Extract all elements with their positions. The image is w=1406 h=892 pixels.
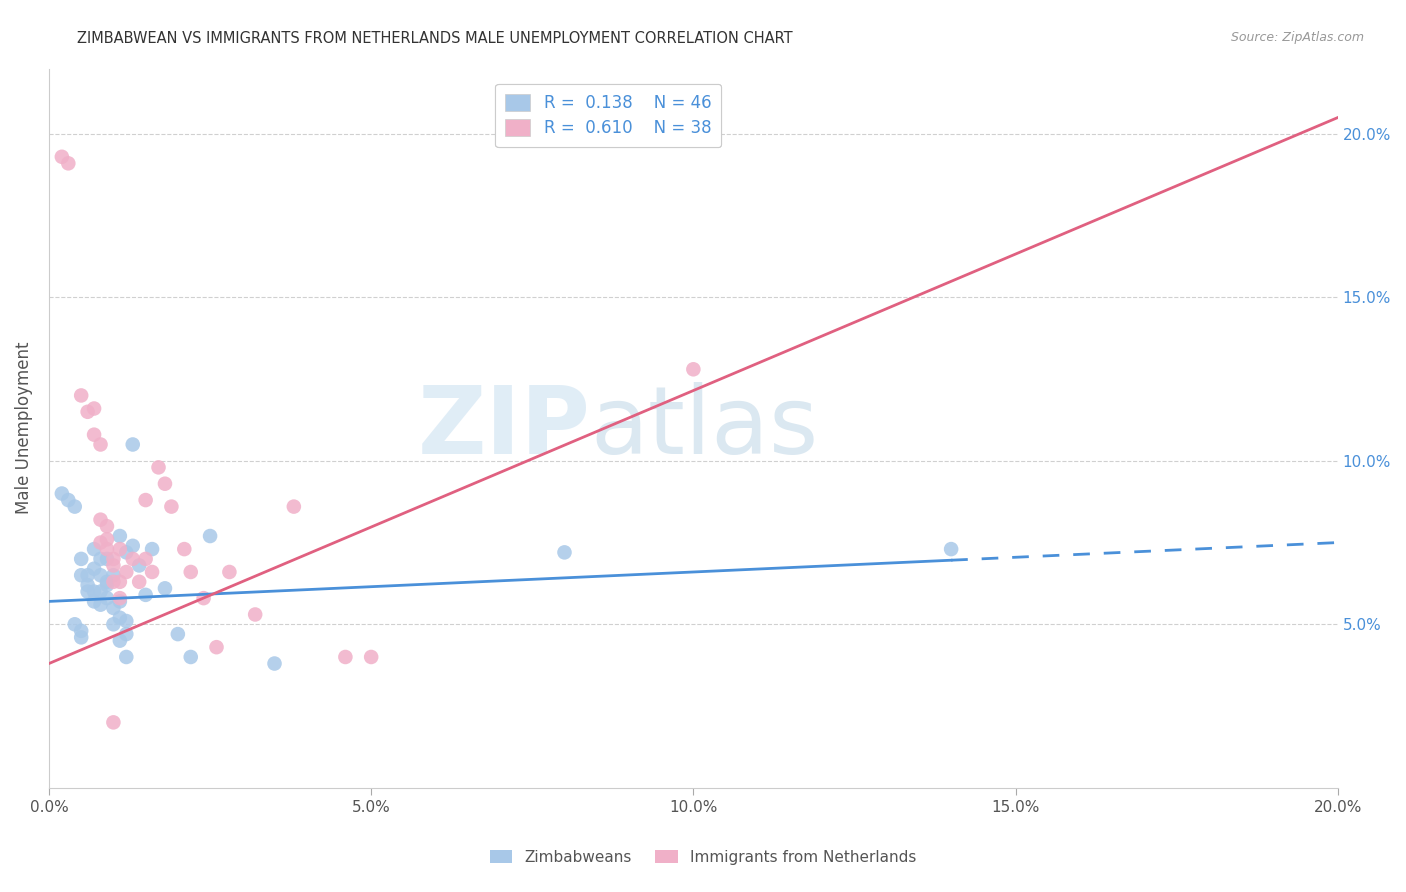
Point xyxy=(198,529,221,543)
Point xyxy=(96,542,118,557)
Point xyxy=(108,574,131,589)
Point xyxy=(135,552,157,566)
Point xyxy=(70,568,93,582)
Point xyxy=(263,657,285,671)
Point xyxy=(96,591,118,606)
Point xyxy=(115,565,138,579)
Point xyxy=(76,578,98,592)
Point xyxy=(115,614,138,628)
Text: ZIMBABWEAN VS IMMIGRANTS FROM NETHERLANDS MALE UNEMPLOYMENT CORRELATION CHART: ZIMBABWEAN VS IMMIGRANTS FROM NETHERLAND… xyxy=(77,31,793,46)
Point xyxy=(96,574,118,589)
Point xyxy=(939,542,962,557)
Point xyxy=(128,574,150,589)
Point xyxy=(180,650,202,665)
Point xyxy=(96,533,118,547)
Point xyxy=(360,650,382,665)
Point xyxy=(193,591,215,606)
Point xyxy=(335,650,357,665)
Point xyxy=(108,542,131,557)
Point xyxy=(76,584,98,599)
Point xyxy=(108,529,131,543)
Point xyxy=(153,582,176,596)
Point xyxy=(121,552,143,566)
Point xyxy=(89,437,111,451)
Point xyxy=(135,493,157,508)
Point xyxy=(51,150,73,164)
Point xyxy=(83,584,105,599)
Point xyxy=(76,405,98,419)
Point xyxy=(96,519,118,533)
Legend: Zimbabweans, Immigrants from Netherlands: Zimbabweans, Immigrants from Netherlands xyxy=(484,844,922,871)
Text: ZIP: ZIP xyxy=(418,382,591,475)
Point xyxy=(103,552,125,566)
Y-axis label: Male Unemployment: Male Unemployment xyxy=(15,342,32,515)
Point xyxy=(103,568,125,582)
Point xyxy=(166,627,188,641)
Point xyxy=(83,401,105,416)
Point xyxy=(553,545,575,559)
Text: atlas: atlas xyxy=(591,382,818,475)
Point xyxy=(89,552,111,566)
Point xyxy=(128,558,150,573)
Point xyxy=(108,591,131,606)
Point xyxy=(121,437,143,451)
Point xyxy=(70,624,93,638)
Point xyxy=(51,486,73,500)
Point xyxy=(96,552,118,566)
Point xyxy=(141,542,163,557)
Point xyxy=(63,617,86,632)
Point xyxy=(76,568,98,582)
Point xyxy=(103,601,125,615)
Point xyxy=(148,460,170,475)
Point xyxy=(121,539,143,553)
Point xyxy=(153,476,176,491)
Point xyxy=(89,513,111,527)
Point xyxy=(243,607,266,622)
Point xyxy=(70,388,93,402)
Point xyxy=(89,598,111,612)
Point xyxy=(283,500,305,514)
Point xyxy=(218,565,240,579)
Point xyxy=(108,611,131,625)
Point xyxy=(83,594,105,608)
Point xyxy=(58,156,80,170)
Point xyxy=(115,650,138,665)
Point xyxy=(103,558,125,573)
Point xyxy=(89,535,111,549)
Point xyxy=(682,362,704,376)
Point xyxy=(141,565,163,579)
Point xyxy=(83,427,105,442)
Text: Source: ZipAtlas.com: Source: ZipAtlas.com xyxy=(1230,31,1364,45)
Point xyxy=(58,493,80,508)
Point xyxy=(103,715,125,730)
Point xyxy=(115,627,138,641)
Point xyxy=(108,633,131,648)
Legend: R =  0.138    N = 46, R =  0.610    N = 38: R = 0.138 N = 46, R = 0.610 N = 38 xyxy=(495,84,721,147)
Point xyxy=(135,588,157,602)
Point xyxy=(103,574,125,589)
Point xyxy=(173,542,195,557)
Point xyxy=(83,562,105,576)
Point xyxy=(103,617,125,632)
Point xyxy=(70,631,93,645)
Point xyxy=(180,565,202,579)
Point xyxy=(63,500,86,514)
Point xyxy=(89,584,111,599)
Point xyxy=(89,568,111,582)
Point xyxy=(160,500,183,514)
Point xyxy=(115,545,138,559)
Point xyxy=(70,552,93,566)
Point xyxy=(96,578,118,592)
Point xyxy=(108,594,131,608)
Point xyxy=(205,640,228,655)
Point xyxy=(83,542,105,557)
